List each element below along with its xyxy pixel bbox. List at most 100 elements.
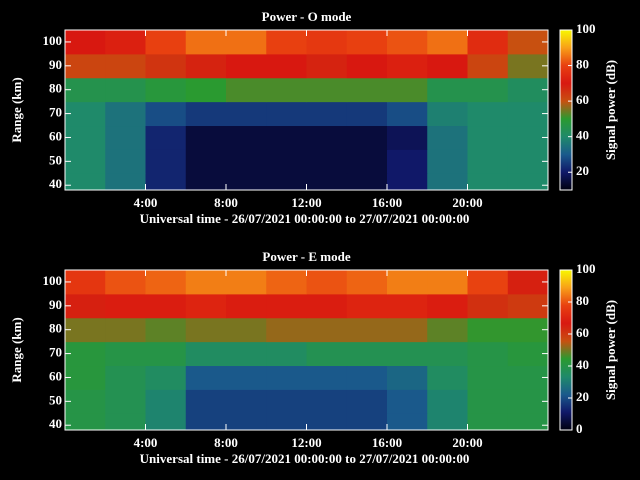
heat-cell — [226, 149, 267, 174]
heat-cell — [185, 341, 227, 367]
heat-cell — [266, 125, 307, 150]
colorbar-tick-label: 40 — [576, 357, 589, 372]
heat-cell — [306, 53, 348, 79]
heat-cell — [105, 389, 146, 414]
heat-cell — [266, 317, 307, 343]
heat-cell — [266, 293, 307, 319]
heat-cell — [467, 293, 509, 319]
x-tick-label: 20:00 — [452, 195, 482, 210]
heat-cell — [226, 293, 267, 319]
colorbar-tick-label: 20 — [576, 163, 589, 178]
heat-cell — [105, 77, 146, 103]
heat-cell — [105, 341, 146, 367]
x-tick-label: 16:00 — [372, 435, 402, 450]
heat-cell — [427, 317, 468, 343]
heat-cell — [266, 53, 307, 79]
heat-cell — [427, 341, 468, 367]
heat-cell — [467, 413, 509, 430]
heat-cell — [427, 173, 468, 190]
heat-cell — [346, 341, 388, 367]
heat-cell — [266, 270, 307, 295]
heat-cell — [226, 30, 267, 55]
heat-cell — [387, 317, 428, 343]
heat-cell — [507, 389, 548, 414]
heat-cell — [105, 317, 146, 343]
heat-cell — [65, 149, 106, 174]
heat-cell — [427, 30, 468, 55]
heat-cell — [145, 341, 187, 367]
heat-cell — [387, 149, 428, 174]
heat-cell — [185, 30, 227, 55]
x-tick-label: 4:00 — [134, 195, 158, 210]
heat-cell — [427, 270, 468, 295]
colorbar-label: Signal power (dB) — [603, 60, 618, 160]
x-tick-label: 8:00 — [214, 435, 238, 450]
heat-cell — [145, 270, 187, 295]
heat-cell — [306, 173, 348, 190]
heat-cell — [427, 53, 468, 79]
cells — [65, 30, 548, 190]
heat-cell — [226, 77, 267, 103]
y-tick-label: 50 — [49, 392, 62, 407]
heat-cell — [65, 30, 106, 55]
heat-cell — [185, 317, 227, 343]
x-axis-label: Universal time - 26/07/2021 00:00:00 to … — [140, 211, 470, 226]
heat-cell — [467, 77, 509, 103]
heat-cell — [145, 125, 187, 150]
y-tick-label: 90 — [49, 297, 62, 312]
heat-cell — [185, 389, 227, 414]
colorbar-tick-label: 80 — [576, 293, 589, 308]
heat-cell — [306, 293, 348, 319]
heat-cell — [145, 149, 187, 174]
heat-cell — [105, 53, 146, 79]
heat-cell — [185, 413, 227, 430]
heat-cell — [467, 125, 509, 150]
heat-cell — [145, 77, 187, 103]
heat-cell — [226, 365, 267, 390]
colorbar-tick-label: 60 — [576, 325, 589, 340]
heat-cell — [306, 101, 348, 127]
heat-cell — [346, 270, 388, 295]
heat-cell — [185, 101, 227, 127]
heat-cell — [266, 389, 307, 414]
panel-title: Power - E mode — [262, 249, 350, 264]
colorbar-label: Signal power (dB) — [603, 300, 618, 400]
colorbar-tick-label: 40 — [576, 128, 589, 143]
heat-cell — [185, 270, 227, 295]
heat-cell — [427, 125, 468, 150]
heat-cell — [346, 149, 388, 174]
x-axis-label: Universal time - 26/07/2021 00:00:00 to … — [140, 451, 470, 466]
heat-cell — [427, 149, 468, 174]
heat-cell — [266, 413, 307, 430]
y-tick-label: 60 — [49, 128, 62, 143]
heat-cell — [387, 341, 428, 367]
heat-cell — [306, 341, 348, 367]
x-tick-label: 16:00 — [372, 195, 402, 210]
colorbar — [559, 269, 573, 431]
heat-cell — [226, 173, 267, 190]
heat-cell — [185, 53, 227, 79]
heat-cell — [507, 149, 548, 174]
heat-cell — [387, 270, 428, 295]
heat-cell — [266, 77, 307, 103]
colorbar-tick-label: 100 — [576, 21, 596, 36]
x-tick-label: 4:00 — [134, 435, 158, 450]
heat-cell — [65, 293, 106, 319]
heat-cell — [306, 413, 348, 430]
heat-cell — [145, 101, 187, 127]
heat-cell — [387, 30, 428, 55]
heat-cell — [427, 389, 468, 414]
heat-cell — [226, 413, 267, 430]
heat-cell — [346, 125, 388, 150]
heat-cell — [467, 389, 509, 414]
y-tick-label: 80 — [49, 321, 62, 336]
colorbar — [559, 29, 573, 191]
heat-cell — [346, 413, 388, 430]
heat-cell — [427, 77, 468, 103]
heat-cell — [145, 389, 187, 414]
heat-cell — [427, 293, 468, 319]
heat-cell — [346, 77, 388, 103]
heat-cell — [105, 125, 146, 150]
heat-cell — [346, 365, 388, 390]
panel-title: Power - O mode — [262, 9, 352, 24]
